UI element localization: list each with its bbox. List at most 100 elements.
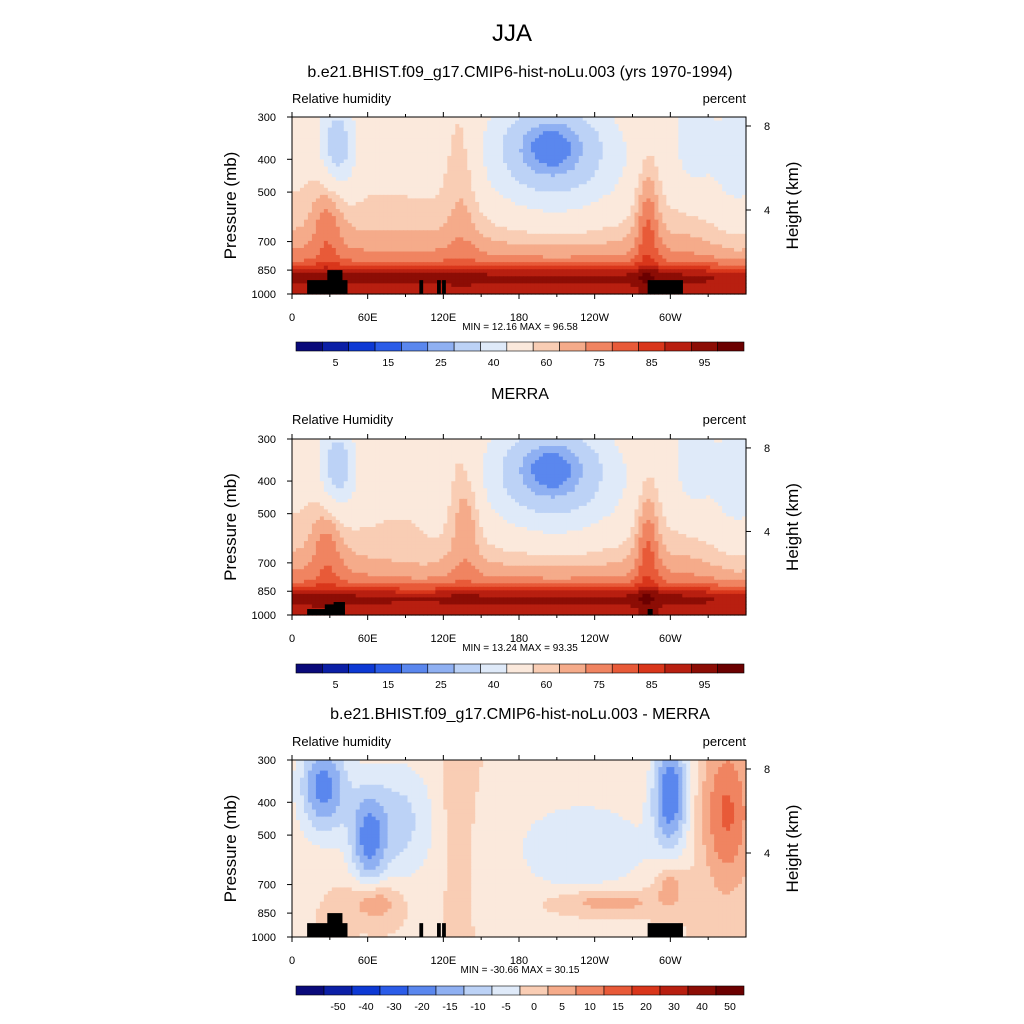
colorbar-bin — [323, 985, 353, 996]
colorbar-label: 95 — [699, 679, 711, 691]
colorbar-bin — [379, 985, 409, 996]
y-tick-label: 1000 — [252, 289, 276, 301]
panel3-colorbar: -50 -40 -30 -20 -15 -10 -5 0 5 10 15 20 30 40 50 — [295, 985, 745, 1013]
y2-axis-title: Height (km) — [783, 805, 802, 893]
x-tick-label: 60E — [358, 955, 378, 967]
colorbar-label: -5 — [501, 1001, 510, 1013]
terrain-block — [419, 280, 424, 294]
colorbar-bin — [603, 985, 633, 996]
colorbar-bin — [435, 985, 465, 996]
colorbar-label: 75 — [593, 679, 605, 691]
colorbar-label: 60 — [541, 357, 553, 369]
terrain-block — [437, 280, 441, 294]
y-tick-label: 850 — [258, 908, 276, 920]
panel1-left-label: Relative humidity — [292, 91, 391, 106]
colorbar-label: 15 — [382, 357, 394, 369]
colorbar-bin — [374, 663, 402, 674]
colorbar-label: -30 — [386, 1001, 401, 1013]
y-tick-label: 400 — [258, 797, 276, 809]
colorbar-label: -20 — [414, 1001, 429, 1013]
colorbar-label: 25 — [435, 357, 447, 369]
colorbar-bin — [638, 341, 666, 352]
colorbar-label: 30 — [668, 1001, 680, 1013]
colorbar-bin — [532, 663, 560, 674]
colorbar-bin — [611, 663, 639, 674]
colorbar-label: 50 — [724, 1001, 736, 1013]
y2-axis-title: Height (km) — [783, 483, 802, 571]
colorbar-bin — [295, 341, 323, 352]
x-tick-label: 60E — [358, 633, 378, 645]
colorbar-label: 95 — [699, 357, 711, 369]
y-tick-label: 700 — [258, 237, 276, 249]
colorbar-bin — [506, 341, 534, 352]
colorbar-bin — [427, 341, 455, 352]
x-tick-label: 180 — [510, 955, 528, 967]
colorbar-label: 5 — [559, 1001, 565, 1013]
colorbar-bin — [348, 341, 376, 352]
panel3-left-label: Relative humidity — [292, 734, 391, 749]
terrain-block — [419, 923, 424, 937]
terrain-block — [442, 280, 446, 294]
colorbar-bin — [351, 985, 381, 996]
colorbar-bin — [717, 663, 745, 674]
panel2-right-label: percent — [702, 412, 746, 427]
colorbar-bin — [664, 341, 692, 352]
panel2-title: MERRA — [491, 386, 549, 403]
colorbar-label: 15 — [612, 1001, 624, 1013]
colorbar-bin — [585, 341, 613, 352]
colorbar-bin — [480, 341, 508, 352]
colorbar-label: 60 — [541, 679, 553, 691]
terrain-block — [324, 604, 338, 615]
x-tick-label: 120E — [430, 312, 456, 324]
colorbar-bin — [322, 663, 350, 674]
colorbar-label: 75 — [593, 357, 605, 369]
y-axis-title: Pressure (mb) — [221, 795, 240, 903]
colorbar-label: 40 — [488, 679, 500, 691]
x-tick-label: 0 — [289, 955, 295, 967]
colorbar-bin — [631, 985, 661, 996]
colorbar-bin — [295, 663, 323, 674]
x-tick-label: 120E — [430, 955, 456, 967]
colorbar-bin — [519, 985, 549, 996]
panel1-colorbar: 5 15 25 40 60 75 85 95 — [295, 341, 745, 369]
y-tick-label: 300 — [258, 755, 276, 767]
colorbar-label: -10 — [470, 1001, 485, 1013]
colorbar-bin — [715, 985, 745, 996]
panel1-right-label: percent — [702, 91, 746, 106]
colorbar-bin — [407, 985, 437, 996]
terrain-block — [647, 923, 683, 937]
y-axis-title: Pressure (mb) — [221, 473, 240, 581]
panel3-plot: 0 60E 120E 180 120W 60W 300 400 500 700 850 1000 8 4 P… — [221, 755, 802, 967]
x-tick-label: 60E — [358, 312, 378, 324]
x-tick-label: 120W — [580, 312, 609, 324]
colorbar-bin — [322, 341, 350, 352]
y-tick-label: 850 — [258, 265, 276, 277]
panel2-minmax: MIN = 13.24 MAX = 93.35 — [462, 643, 578, 654]
panel3-contour-fill — [292, 760, 747, 938]
colorbar-label: 85 — [646, 357, 658, 369]
y-tick-label: 400 — [258, 154, 276, 166]
x-tick-label: 60W — [659, 633, 682, 645]
colorbar-bin — [559, 663, 587, 674]
colorbar-bin — [491, 985, 521, 996]
x-tick-label: 0 — [289, 312, 295, 324]
y2-tick-label: 4 — [764, 848, 770, 860]
colorbar-bin — [575, 985, 605, 996]
colorbar-bin — [295, 985, 325, 996]
y2-tick-label: 4 — [764, 526, 770, 538]
colorbar-bin — [532, 341, 560, 352]
panel2-left-label: Relative Humidity — [292, 412, 394, 427]
panel1-contour-fill — [292, 117, 747, 295]
colorbar-bin — [690, 341, 718, 352]
y2-axis-title: Height (km) — [783, 162, 802, 250]
colorbar-bin — [690, 663, 718, 674]
x-tick-label: 180 — [510, 312, 528, 324]
colorbar-label: 5 — [333, 679, 339, 691]
colorbar-bin — [585, 663, 613, 674]
y2-tick-label: 8 — [764, 121, 770, 133]
colorbar-bin — [638, 663, 666, 674]
colorbar-bin — [401, 663, 429, 674]
colorbar-bin — [664, 663, 692, 674]
x-tick-label: 60W — [659, 312, 682, 324]
